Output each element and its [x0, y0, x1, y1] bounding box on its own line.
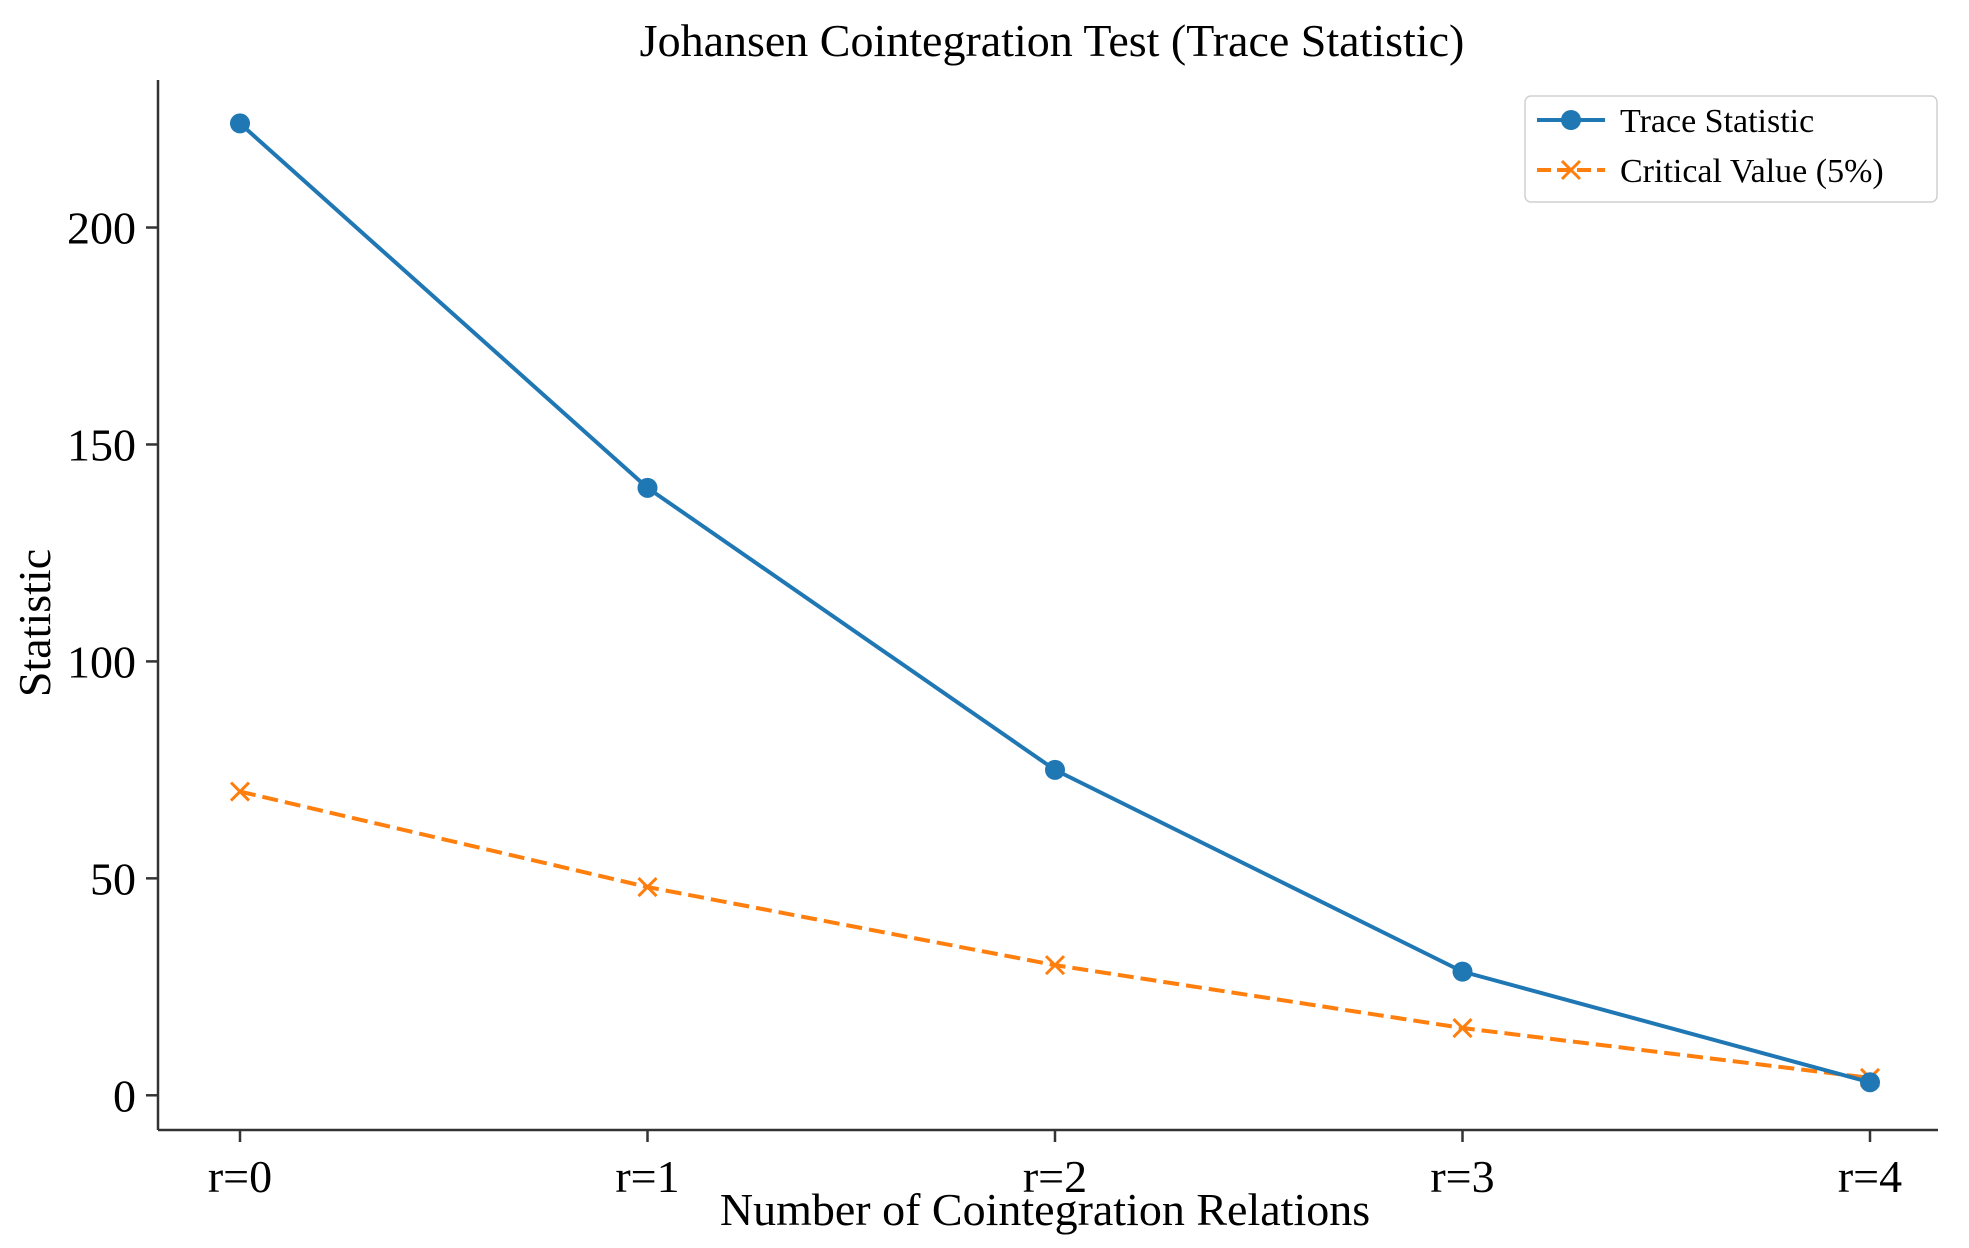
plot-area: 0 50 100 150 200 r=0 r=1 r=2 r=3 r=4	[67, 80, 1938, 1202]
trace-statistic-point	[1860, 1072, 1880, 1093]
y-tick-label: 200	[67, 203, 136, 254]
trace-statistic-point	[230, 113, 250, 134]
x-tick-label: r=2	[1023, 1151, 1087, 1202]
y-ticks: 0 50 100 150 200	[67, 203, 158, 1121]
x-tick-label: r=3	[1430, 1151, 1494, 1202]
legend: Trace Statistic Critical Value (5%)	[1524, 95, 1938, 203]
x-tick-label: r=4	[1838, 1151, 1902, 1202]
x-tick-label: r=0	[208, 1151, 272, 1202]
y-tick-label: 50	[90, 853, 136, 904]
legend-critical-value-5-label: Critical Value (5%)	[1620, 153, 1884, 190]
trace-statistic-point	[1045, 759, 1065, 780]
critical-value-5-line	[239, 789, 1871, 1080]
critical-value-5-point	[1452, 1017, 1473, 1039]
trace-statistic-line	[238, 121, 1871, 1085]
y-tick-label: 100	[67, 636, 136, 687]
x-ticks: r=0 r=1 r=2 r=3 r=4	[208, 1130, 1902, 1202]
chart-title: Johansen Cointegration Test (Trace Stati…	[640, 15, 1465, 66]
x-tick-label: r=1	[615, 1151, 679, 1202]
legend-items: Trace Statistic Critical Value (5%)	[1537, 103, 1884, 190]
critical-value-5-point	[637, 876, 658, 898]
y-tick-label: 0	[113, 1070, 136, 1121]
trace-statistic-point	[1452, 961, 1473, 982]
legend-frame	[1524, 95, 1938, 203]
legend-trace-statistic-marker	[1561, 110, 1581, 130]
trace-statistic-point	[637, 477, 658, 498]
critical-value-5-point	[229, 781, 251, 802]
series-layer	[229, 113, 1881, 1093]
y-tick-label: 150	[67, 419, 136, 470]
x-axis-label: Number of Cointegration Relations	[720, 1184, 1370, 1235]
y-axis-label: Statistic	[9, 549, 60, 697]
legend-trace-statistic-label: Trace Statistic	[1620, 103, 1814, 140]
critical-value-5-point	[1044, 955, 1066, 976]
legend-critical-value-5-marker	[1560, 159, 1582, 181]
